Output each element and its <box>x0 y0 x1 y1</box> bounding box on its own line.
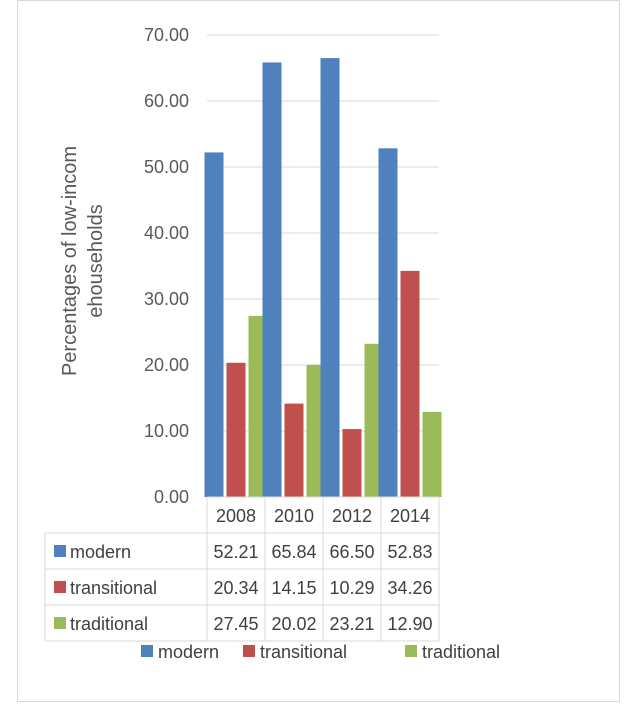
data-label: 52.21 <box>213 542 258 562</box>
data-label: 20.02 <box>271 614 316 634</box>
data-label: 12.90 <box>387 614 432 634</box>
table-legend-key-modern <box>54 545 66 557</box>
x-tick-label: 2010 <box>274 506 314 526</box>
data-label: 20.34 <box>213 578 258 598</box>
data-label: 23.21 <box>329 614 374 634</box>
table-legend-key-traditional <box>54 617 66 629</box>
y-tick-label: 20.00 <box>144 355 189 375</box>
bar-modern-2014 <box>378 148 398 497</box>
data-label: 34.26 <box>387 578 432 598</box>
bar-transitional-2008 <box>226 362 246 497</box>
data-label: 10.29 <box>329 578 374 598</box>
y-axis-title: ehouseholds <box>85 204 107 317</box>
data-label: 14.15 <box>271 578 316 598</box>
x-tick-label: 2012 <box>332 506 372 526</box>
table-legend-key-transitional <box>54 581 66 593</box>
bar-transitional-2012 <box>342 429 362 497</box>
data-label: 52.83 <box>387 542 432 562</box>
bar-modern-2012 <box>320 58 340 497</box>
y-axis-title: Percentages of low-incom <box>59 146 81 376</box>
data-label: 27.45 <box>213 614 258 634</box>
legend-label: transitional <box>260 642 347 662</box>
y-tick-label: 50.00 <box>144 157 189 177</box>
y-tick-label: 30.00 <box>144 289 189 309</box>
data-label: 66.50 <box>329 542 374 562</box>
x-tick-label: 2014 <box>390 506 430 526</box>
bar-modern-2010 <box>262 62 282 498</box>
legend-key-modern <box>141 645 153 657</box>
table-series-name: traditional <box>70 614 148 634</box>
bar-modern-2008 <box>204 152 224 497</box>
y-tick-label: 70.00 <box>144 25 189 45</box>
table-series-name: transitional <box>70 578 157 598</box>
y-tick-label: 40.00 <box>144 223 189 243</box>
x-tick-label: 2008 <box>216 506 256 526</box>
bar-transitional-2014 <box>400 270 420 497</box>
chart-frame <box>17 0 620 702</box>
bar-transitional-2010 <box>284 403 304 497</box>
y-tick-label: 60.00 <box>144 91 189 111</box>
table-series-name: modern <box>70 542 131 562</box>
data-label: 65.84 <box>271 542 316 562</box>
legend-key-transitional <box>243 645 255 657</box>
legend-label: traditional <box>422 642 500 662</box>
legend-label: modern <box>158 642 219 662</box>
legend-key-traditional <box>405 645 417 657</box>
y-tick-label: 0.00 <box>154 487 189 507</box>
y-tick-label: 10.00 <box>144 421 189 441</box>
bar-traditional-2014 <box>422 411 442 497</box>
